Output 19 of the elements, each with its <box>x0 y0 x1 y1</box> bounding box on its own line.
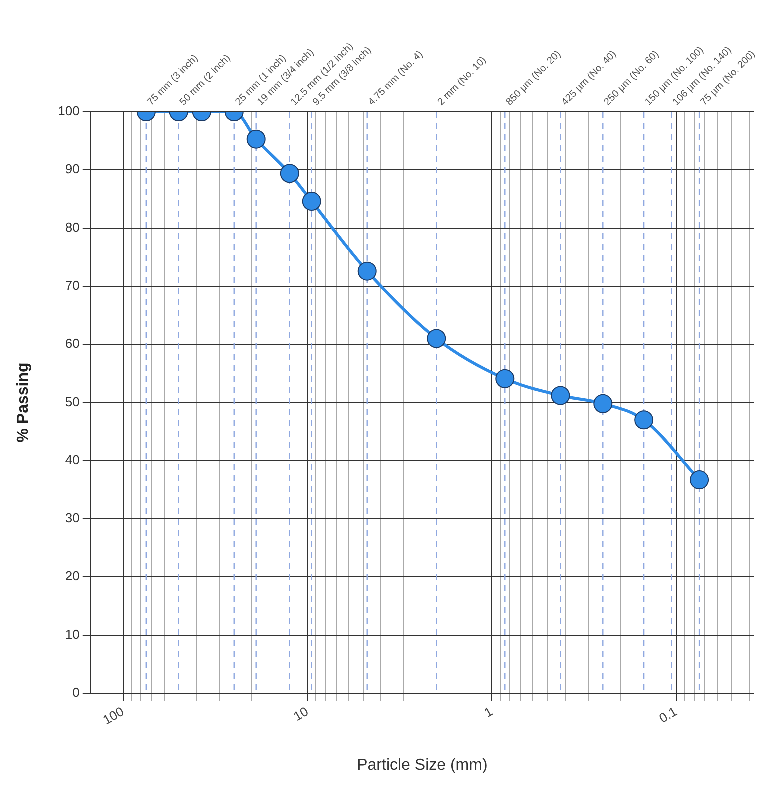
y-tick-label: 50 <box>65 394 80 410</box>
y-tick-label: 40 <box>65 452 80 468</box>
y-tick-label: 20 <box>65 568 80 584</box>
x-tick-label: 0.1 <box>656 704 680 726</box>
y-tick-label: 80 <box>65 220 80 235</box>
y-tick-label: 70 <box>65 278 80 294</box>
y-tick-label: 0 <box>72 685 80 700</box>
y-tick-label: 60 <box>65 336 80 352</box>
y-tick-label: 10 <box>65 626 80 642</box>
ref-line-label: 2 mm (No. 10) <box>436 55 489 108</box>
y-axis-title: % Passing <box>15 362 32 443</box>
y-tick-label: 30 <box>65 510 80 526</box>
x-tick-label: 10 <box>291 704 312 724</box>
x-tick-label: 1 <box>482 704 496 721</box>
ref-line-label: 850 µm (No. 20) <box>504 49 564 108</box>
x-axis-title: Particle Size (mm) <box>357 756 488 774</box>
y-tick-label: 90 <box>65 162 80 177</box>
y-tick-label: 100 <box>58 104 80 119</box>
x-tick-label: 100 <box>100 704 127 728</box>
